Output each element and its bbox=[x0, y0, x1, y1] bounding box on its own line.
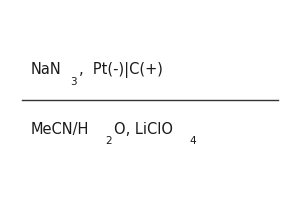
Text: O, LiClO: O, LiClO bbox=[114, 122, 173, 137]
Text: NaN: NaN bbox=[31, 62, 62, 77]
Text: ,  Pt(-)|C(+): , Pt(-)|C(+) bbox=[79, 62, 163, 78]
Text: 4: 4 bbox=[190, 136, 196, 146]
Text: 3: 3 bbox=[70, 77, 77, 87]
Text: 2: 2 bbox=[106, 136, 112, 146]
Text: MeCN/H: MeCN/H bbox=[31, 122, 89, 137]
